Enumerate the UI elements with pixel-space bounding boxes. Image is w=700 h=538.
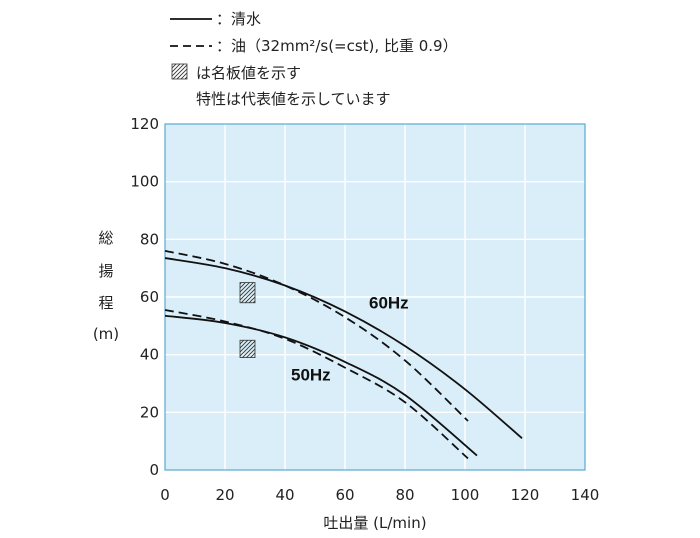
- legend: ：清水 ：油（32mm²/s(=cst), 比重 0.9） は名板値を示す 特性…: [170, 10, 458, 108]
- y-tick-label: 100: [130, 173, 159, 191]
- series-labels: 60Hz 50Hz: [291, 294, 409, 385]
- rated-points: [239, 282, 256, 358]
- y-axis-label-char: (m): [93, 325, 119, 343]
- series-label-50hz: 50Hz: [291, 366, 331, 385]
- grid: [165, 124, 585, 470]
- x-tick-label: 80: [395, 486, 414, 504]
- x-axis-ticks: 0 20 40 60 80 100 120 140: [160, 486, 599, 504]
- x-tick-label: 0: [160, 486, 170, 504]
- y-axis-label-char: 揚: [98, 262, 113, 280]
- curves: [164, 249, 523, 460]
- curve-60hz-oil: [164, 249, 469, 422]
- y-axis-ticks: 0 20 40 60 80 100 120: [130, 115, 159, 479]
- y-tick-label: 80: [140, 230, 159, 248]
- x-tick-label: 140: [571, 486, 600, 504]
- y-tick-label: 40: [140, 346, 159, 364]
- x-tick-label: 20: [215, 486, 234, 504]
- y-tick-label: 120: [130, 115, 159, 133]
- x-tick-label: 100: [451, 486, 480, 504]
- y-axis-label: 総 揚 程 (m): [93, 229, 119, 343]
- x-tick-label: 120: [511, 486, 540, 504]
- legend-note: 特性は代表値を示しています: [196, 90, 391, 108]
- y-tick-label: 0: [149, 461, 159, 479]
- legend-hatch-swatch: [171, 63, 188, 80]
- y-tick-label: 60: [140, 288, 159, 306]
- x-tick-label: 60: [335, 486, 354, 504]
- rated-point-50hz: [239, 339, 256, 358]
- curve-50hz-clear-water: [164, 314, 478, 457]
- legend-oil-label: ：油（32mm²/s(=cst), 比重 0.9）: [216, 37, 458, 55]
- legend-clear-water-label: ：清水: [216, 10, 261, 28]
- series-label-60hz: 60Hz: [369, 294, 409, 313]
- x-tick-label: 40: [275, 486, 294, 504]
- legend-rated-label: は名板値を示す: [196, 64, 301, 82]
- curve-50hz-oil: [164, 309, 469, 460]
- y-tick-label: 20: [140, 403, 159, 421]
- x-axis-label: 吐出量 (L/min): [323, 514, 426, 532]
- y-axis-label-char: 程: [98, 294, 113, 312]
- curve-60hz-clear-water: [164, 257, 523, 439]
- plot-border: [164, 123, 586, 471]
- y-axis-label-char: 総: [98, 229, 113, 247]
- rated-point-60hz: [239, 282, 256, 304]
